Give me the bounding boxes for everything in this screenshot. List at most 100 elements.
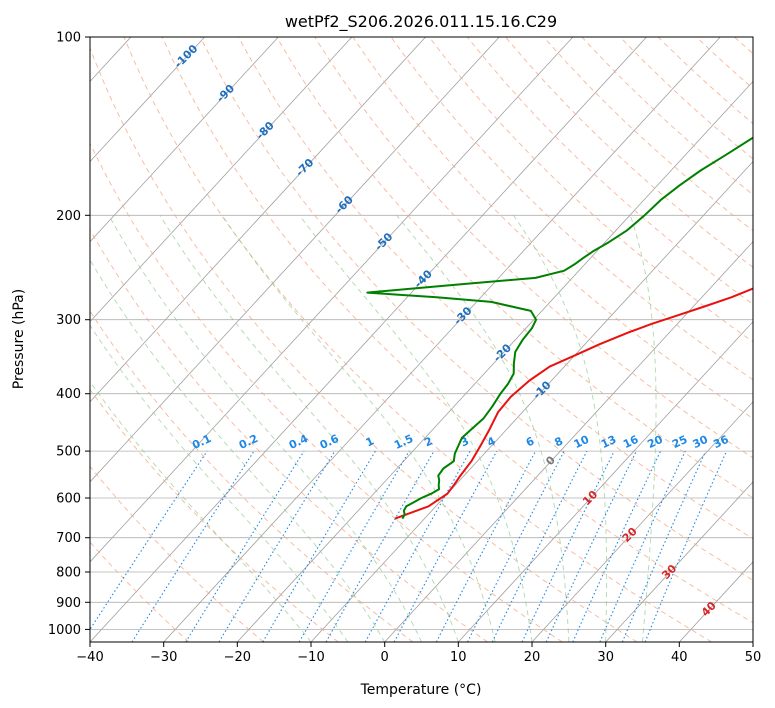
- dewpoint-profile: [366, 136, 753, 520]
- x-tick-label: −20: [224, 650, 251, 665]
- x-tick-label: 10: [450, 650, 467, 665]
- mixing-ratio-line: [467, 450, 565, 642]
- moist-adiabat: [90, 324, 349, 642]
- x-tick-label: 40: [671, 650, 688, 665]
- profiles: [366, 136, 753, 520]
- y-tick-label: 900: [56, 596, 81, 611]
- dry-adiabat: [123, 37, 712, 642]
- mixing-ratio-label: 2: [422, 434, 434, 449]
- isotherm-line: [90, 37, 279, 243]
- dry-adiabat: [161, 37, 753, 624]
- dry-adiabat: [238, 37, 753, 540]
- dry-adiabat: [543, 37, 753, 232]
- moist-adiabat: [396, 215, 570, 642]
- dry-adiabat: [90, 465, 264, 642]
- mixing-ratio-label: 25: [670, 433, 689, 451]
- mixing-ratio-label: 0.6: [318, 432, 341, 452]
- moist-adiabat: [90, 258, 386, 642]
- y-tick-label: 400: [56, 387, 81, 402]
- isotherm-line: [310, 160, 753, 642]
- moist-adiabat: [629, 215, 657, 642]
- isotherm-line: [90, 37, 353, 323]
- mixing-ratio-label: 4: [485, 434, 498, 449]
- mixing-ratio-label: 1.5: [392, 432, 415, 452]
- dry-adiabat: [90, 310, 414, 642]
- dry-adiabat: [390, 37, 753, 381]
- temperature-profile: [394, 287, 753, 520]
- mixing-ratio-line: [90, 450, 208, 631]
- mixing-ratio-line: [621, 450, 707, 642]
- mixing-ratio-line: [262, 450, 376, 642]
- y-tick-label: 600: [56, 492, 81, 507]
- mixing-ratio-label: 36: [711, 433, 731, 451]
- y-tick-label: 300: [56, 313, 81, 328]
- line-labels: 0.1 0.2 0.4 0.6 1 1.5 2 3 4 6 8 10 13 16 20 25 30 36-100-…: [172, 42, 731, 619]
- x-tick-label: 30: [597, 650, 614, 665]
- mixing-ratio-line: [218, 450, 336, 642]
- y-tick-label: 500: [56, 445, 81, 460]
- y-tick-label: 700: [56, 531, 81, 546]
- mixing-ratio-label: 0.1: [190, 432, 213, 452]
- moist-adiabat: [108, 215, 422, 642]
- mixing-ratio-line: [435, 450, 537, 642]
- x-tick-label: −40: [76, 650, 103, 665]
- mixing-ratio-line: [644, 450, 728, 642]
- dry-adiabat: [90, 228, 488, 642]
- y-tick-label: 100: [56, 31, 81, 46]
- mixing-ratio-label: 1: [364, 434, 376, 449]
- dry-adiabat: [734, 37, 753, 55]
- dry-adiabat: [90, 388, 339, 642]
- y-tick-label: 200: [56, 209, 81, 224]
- mixing-ratio-label: 20: [645, 433, 665, 451]
- chart-title: wetPf2_S206.2026.011.15.16.C29: [285, 12, 557, 32]
- mixing-ratio-label: 30: [691, 433, 711, 451]
- dry-adiabat: [505, 37, 753, 268]
- mixing-ratio-line: [325, 450, 435, 642]
- mixing-ratio-line: [545, 450, 637, 642]
- mixing-ratio-line: [599, 450, 686, 642]
- dry-adiabat: [90, 142, 563, 642]
- moist-adiabat: [90, 380, 312, 642]
- mixing-ratio-label: 16: [621, 433, 641, 451]
- isotherm-line: [90, 37, 647, 642]
- dry-adiabat: [466, 37, 753, 305]
- plot-frame: [89, 36, 754, 643]
- axis-ticks: −40 −30 −20 −10 0 10 20 30 40 50 100 200 300 400 500 60…: [48, 31, 761, 666]
- mixing-ratio-line: [185, 450, 305, 642]
- mixing-ratio-label: 13: [599, 433, 618, 451]
- mixing-ratio-line: [298, 450, 410, 642]
- mixing-ratio-line: [572, 450, 662, 642]
- isotherm-line: [90, 37, 500, 483]
- background-lines: [0, 37, 753, 642]
- mixing-ratio-line: [521, 450, 615, 642]
- isotherm-line: [237, 80, 753, 642]
- dry-adiabat: [657, 37, 753, 125]
- x-tick-label: −30: [150, 650, 177, 665]
- mixing-ratio-label: 0.4: [287, 432, 310, 452]
- dry-adiabat: [276, 37, 753, 499]
- isotherm-line: [90, 37, 574, 563]
- x-tick-label: 0: [381, 650, 389, 665]
- isotherm-line: [384, 241, 753, 642]
- y-tick-label: 800: [56, 566, 81, 581]
- mixing-ratio-line: [131, 450, 255, 642]
- mixing-ratio-label: 8: [553, 434, 565, 449]
- isotherm-line: [163, 37, 721, 642]
- isotherm-line: [90, 37, 426, 403]
- x-tick-label: 20: [524, 650, 541, 665]
- dry-adiabat: [314, 37, 753, 459]
- dry-adiabat: [428, 37, 753, 343]
- isotherm-line: [531, 401, 753, 642]
- mixing-ratio-label: 10: [572, 433, 592, 451]
- mixing-ratio-line: [393, 450, 498, 642]
- moist-adiabat: [221, 215, 496, 642]
- moist-adiabat: [159, 215, 459, 642]
- dry-adiabat: [90, 46, 638, 642]
- x-tick-label: 50: [745, 650, 762, 665]
- mixing-ratio-line: [364, 450, 471, 642]
- x-tick-label: −10: [297, 650, 324, 665]
- isotherm-line: [458, 321, 753, 642]
- isotherm-line: [90, 37, 205, 163]
- isotherm-line: [0, 37, 57, 642]
